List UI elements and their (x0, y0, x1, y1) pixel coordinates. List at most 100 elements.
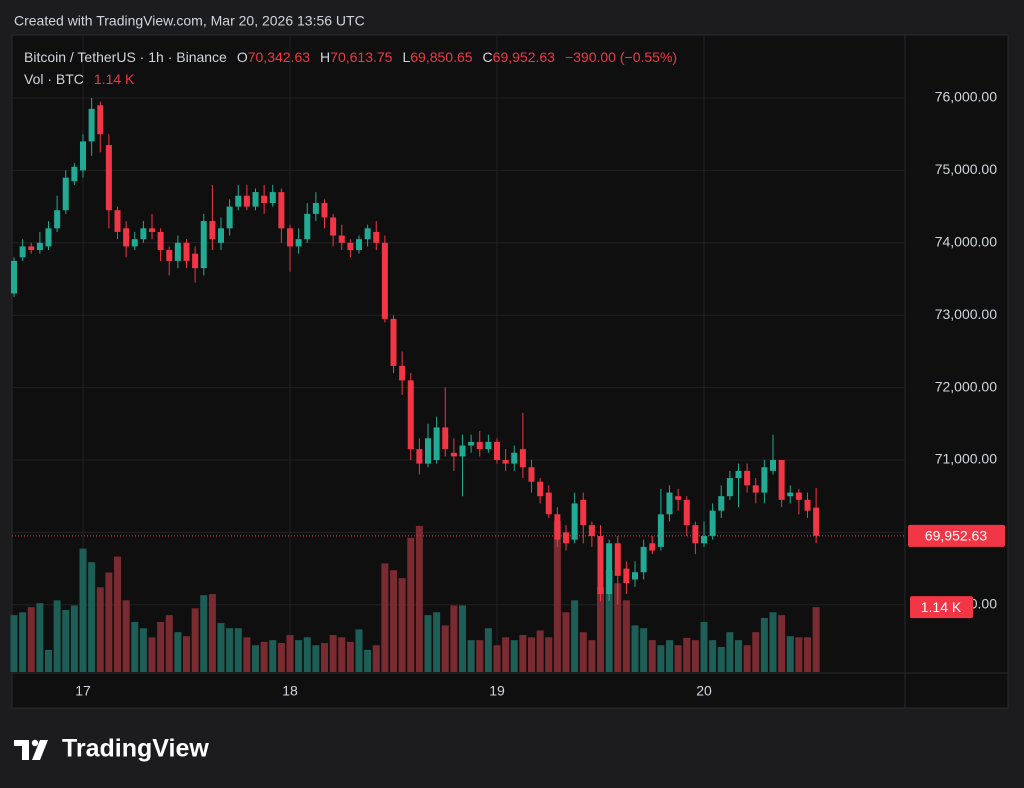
volume-bar (588, 640, 596, 672)
volume-bar (234, 628, 242, 672)
volume-bar (812, 607, 820, 672)
candle-body (364, 228, 371, 240)
volume-bar (760, 617, 768, 672)
logo-mark (14, 740, 29, 760)
candle-body (726, 478, 733, 497)
candle-body (701, 536, 707, 544)
attribution: Created with TradingView.com, Mar 20, 20… (14, 13, 365, 29)
volume-bar (657, 645, 665, 672)
volume-bar (252, 645, 259, 672)
volume-bar (165, 615, 173, 672)
candle-body (675, 496, 682, 500)
candle-body (312, 202, 319, 214)
candle-body (442, 427, 449, 450)
volume-bar (553, 520, 561, 672)
y-tick-label: 73,000.00 (935, 306, 997, 322)
volume-bar (407, 537, 415, 672)
chart-title: Bitcoin / TetherUS · 1h · Binance (24, 49, 227, 65)
candle-body (321, 202, 328, 218)
candle-body (537, 481, 544, 497)
candle-body (770, 460, 776, 471)
volume-bar (536, 630, 544, 672)
volume-bar (579, 632, 587, 672)
volume-bar (415, 525, 423, 672)
y-tick-label: 76,000.00 (935, 89, 997, 105)
candle-body (623, 568, 630, 584)
volume-bar (424, 615, 432, 672)
volume-bar (597, 587, 604, 672)
volume-bar (804, 637, 811, 672)
volume-bar (459, 605, 466, 672)
volume-bar (778, 615, 786, 672)
ohlc-label: H (320, 49, 330, 65)
candle-body (614, 543, 621, 576)
volume-bar (786, 636, 794, 672)
candle-body (588, 525, 595, 537)
volume-bar (321, 642, 328, 672)
candle-body (735, 470, 742, 479)
candle-body (62, 177, 69, 211)
candle-body (683, 499, 690, 526)
logo: TradingView (14, 735, 209, 763)
candle-body (252, 192, 259, 207)
volume-bar (640, 628, 648, 672)
volume-bar (493, 645, 501, 672)
candle-body (166, 250, 173, 261)
candle-body (450, 452, 457, 457)
candle-body (304, 213, 311, 240)
plot: 69,000.0070,000.0071,000.0072,000.0073,0… (10, 35, 1008, 708)
volume-bar (726, 632, 734, 672)
candle-body (243, 195, 250, 207)
candle-body (174, 242, 181, 261)
y-tick-label: 74,000.00 (935, 233, 997, 249)
volume-bar (450, 605, 458, 672)
x-tick-label: 19 (489, 683, 505, 699)
candle-body (209, 221, 216, 240)
volume-bar (62, 610, 70, 672)
logo-mark (32, 740, 48, 760)
candle-body (131, 239, 138, 247)
candle-body (459, 445, 466, 457)
volume-header: Vol · BTC 1.14 K (24, 71, 135, 87)
candle-body (399, 365, 406, 381)
volume-bar (243, 637, 251, 672)
candle-body (761, 467, 768, 493)
candle-body (752, 485, 759, 493)
chart-header: Bitcoin / TetherUS · 1h · Binance O70,342… (24, 49, 677, 65)
x-tick-label: 17 (75, 683, 91, 699)
candles (11, 97, 820, 605)
volume-bar (528, 637, 535, 672)
candle-body (19, 246, 26, 258)
x-tick-label: 18 (282, 683, 298, 699)
x-tick-label: 20 (696, 683, 712, 699)
volume-bar (795, 637, 803, 672)
volume-bar (139, 628, 147, 672)
ohlc-value: 69,850.65 (410, 49, 472, 65)
candle-body (416, 449, 423, 464)
volume-bar (648, 640, 656, 672)
volume-bar (510, 640, 518, 672)
candle-body (140, 228, 147, 240)
last-volume-label: 1.14 K (921, 599, 962, 615)
candle-body (45, 228, 52, 247)
candle-body (433, 427, 440, 461)
last-price-label: 69,952.63 (925, 528, 987, 544)
candle-body (485, 441, 492, 450)
volume-bar (355, 629, 363, 672)
volume-bar (519, 635, 527, 672)
candle-body (804, 499, 811, 511)
candle-body (563, 532, 569, 544)
candle-body (218, 228, 224, 243)
candle-body (649, 543, 656, 551)
volume-bar (131, 621, 139, 672)
volume-title: Vol · BTC (24, 71, 84, 87)
volume-bar (752, 632, 760, 672)
candle-body (545, 492, 552, 515)
candle-body (744, 470, 751, 486)
volume-bar (96, 587, 104, 672)
volume-bar (338, 637, 346, 672)
candle-body (528, 467, 535, 482)
volume-bar (381, 563, 389, 672)
volume-bar (260, 641, 268, 672)
volume-bar (674, 645, 682, 672)
